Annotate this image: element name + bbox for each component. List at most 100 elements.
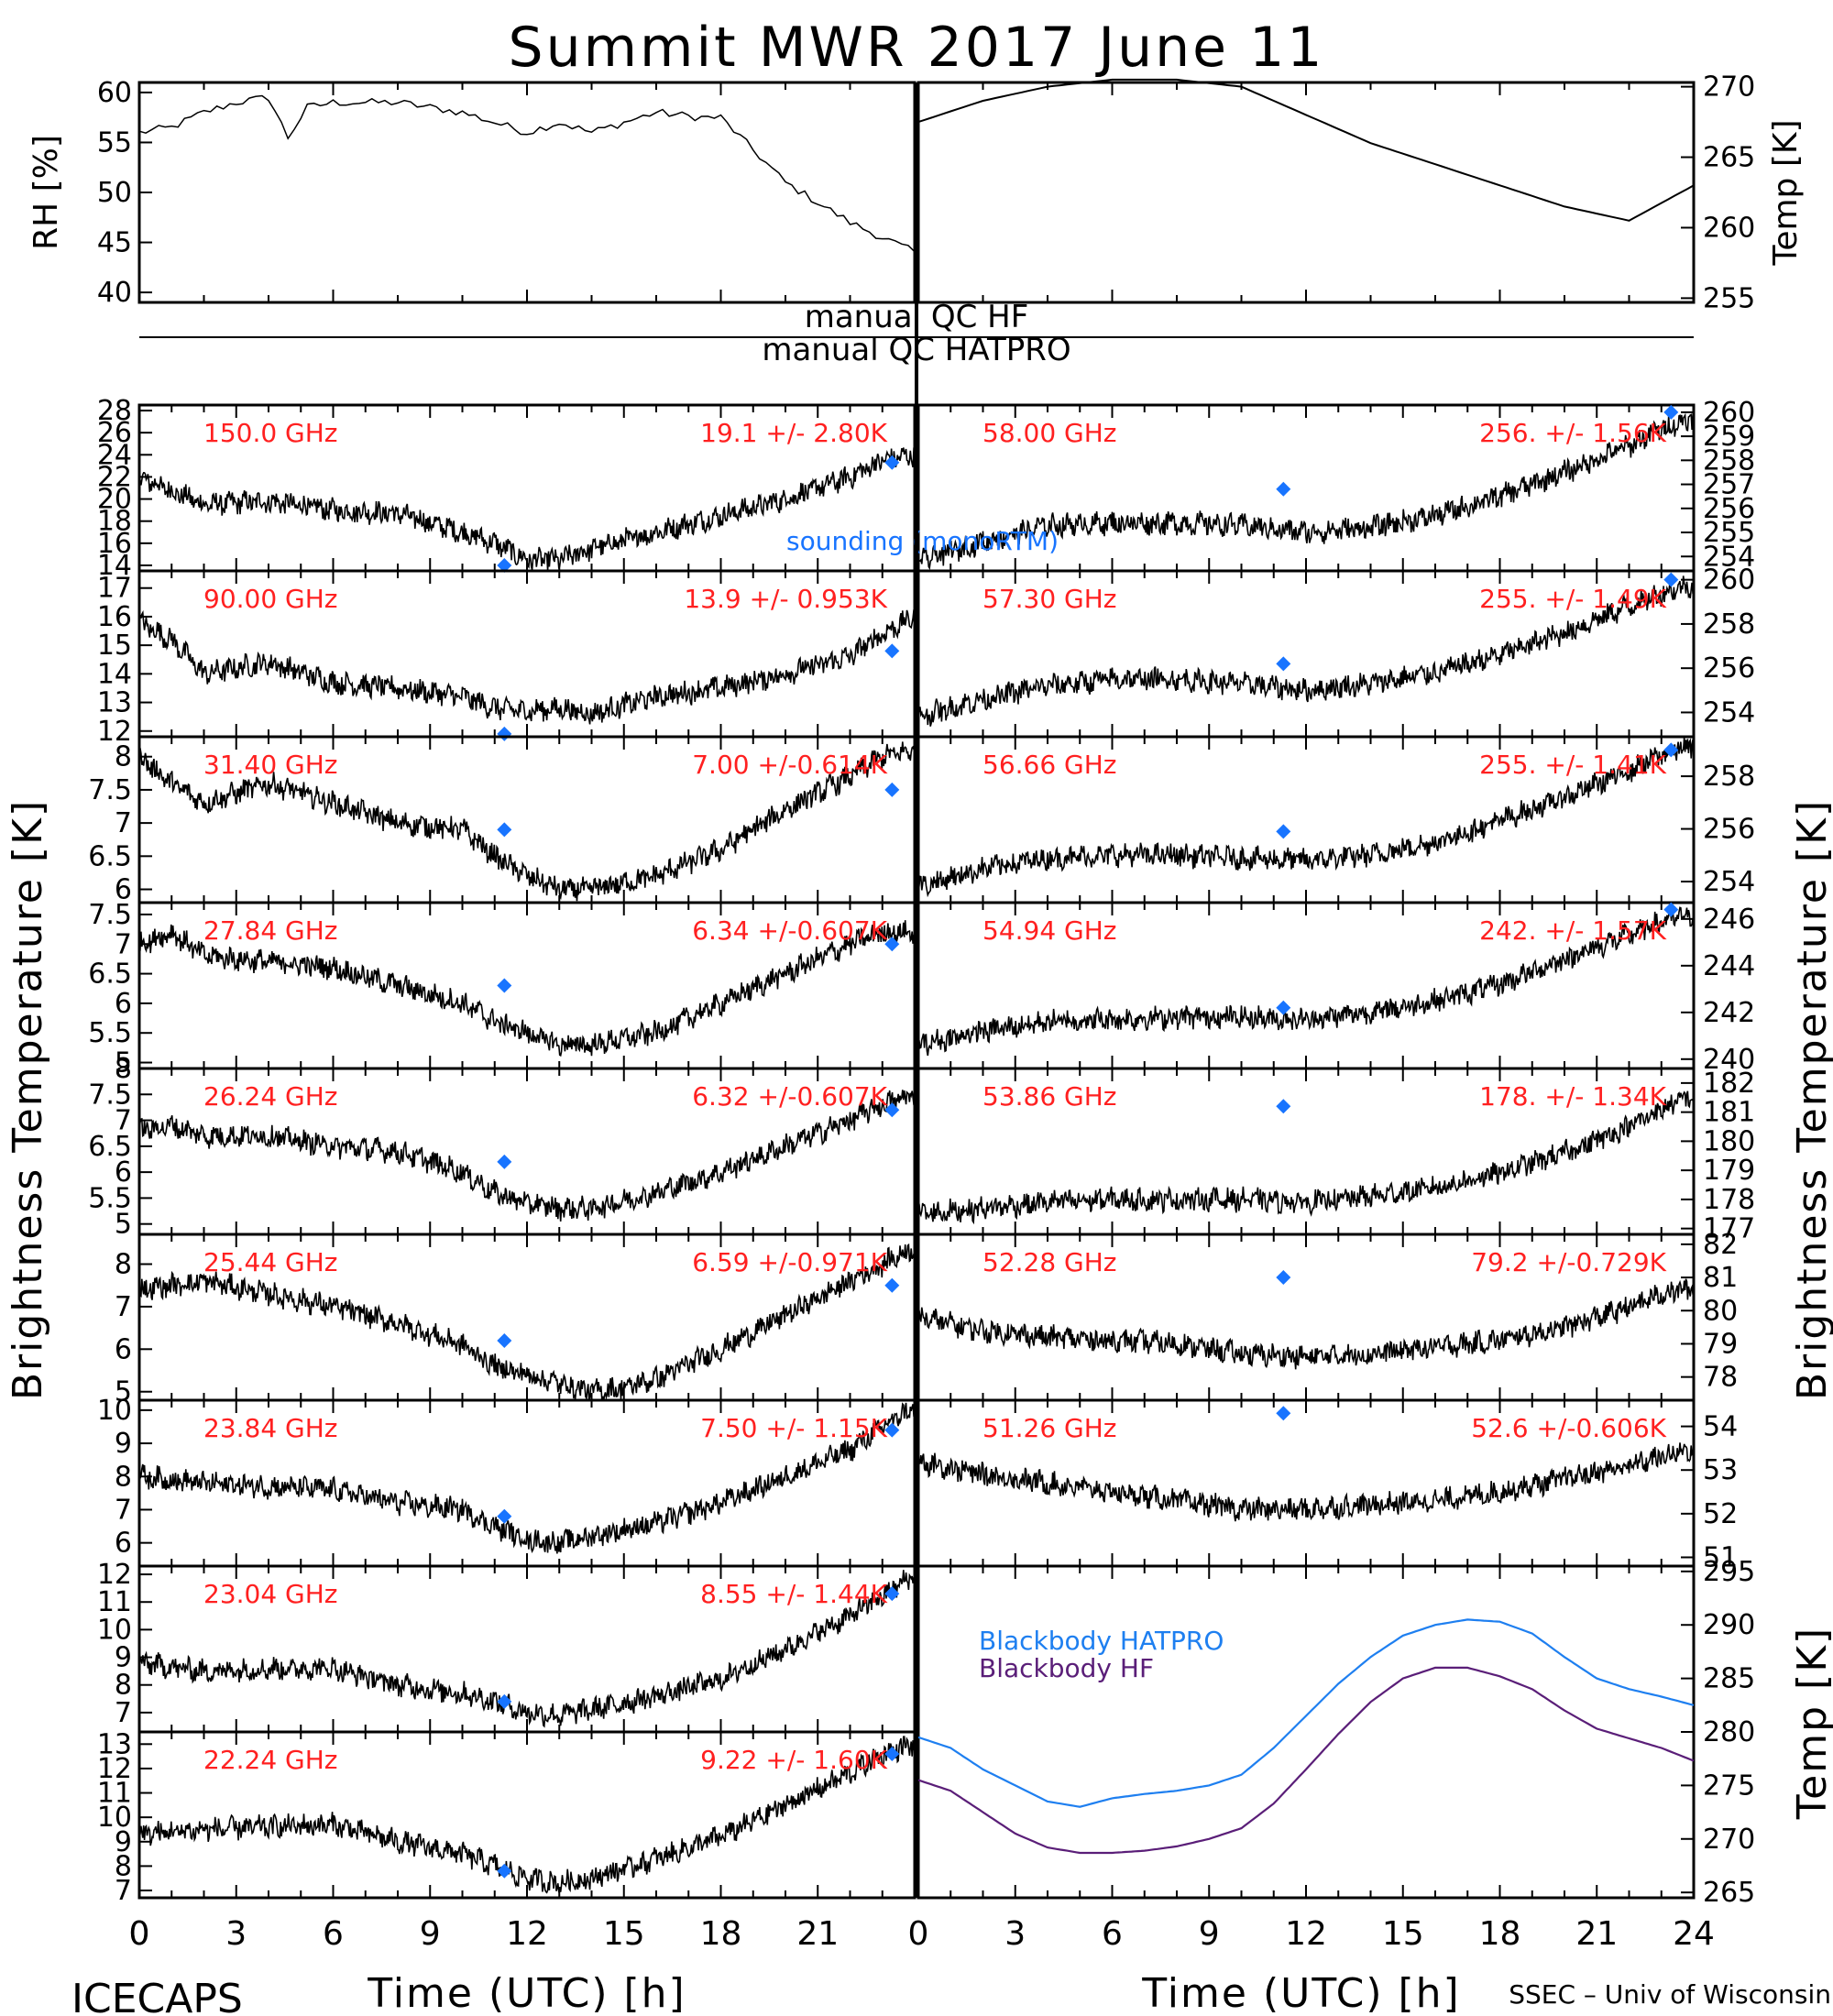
x-axis-label-left: Time (UTC) [h]: [367, 1970, 686, 2016]
legend-hf: Blackbody HF: [979, 1653, 1154, 1683]
y-tick-label: 254: [1703, 696, 1755, 729]
y-tick-label: 256: [1703, 814, 1755, 846]
sounding-point: [884, 1746, 900, 1761]
y-tick-label: 16: [97, 528, 132, 560]
y-tick-label: 40: [97, 277, 132, 309]
panel-left-4: 55.566.577.5 27.84 GHz 6.34 +/-0.607K: [88, 899, 916, 1079]
y-tick-label: 7.5: [88, 774, 132, 806]
sounding-point: [1276, 824, 1291, 839]
data-trace: [138, 741, 916, 902]
y-tick-label: 6: [115, 874, 132, 906]
data-trace: [138, 1570, 916, 1728]
stats-label: 8.55 +/- 1.44K: [700, 1579, 887, 1609]
y-tick-label: 12: [97, 1559, 132, 1591]
x-tick-label: 15: [603, 1915, 645, 1953]
y-tick-label: 256: [1703, 652, 1755, 685]
data-trace: [138, 1090, 916, 1222]
y-tick-label: 270: [1703, 1824, 1755, 1856]
y-tick-label: 256: [1703, 493, 1755, 525]
x-tick-label: 0: [908, 1915, 929, 1953]
y-tick-label: 7.5: [88, 1079, 132, 1111]
frequency-label: 26.24 GHz: [203, 1081, 338, 1112]
y-tick-label: 11: [97, 1586, 132, 1618]
y-tick-label: 12: [97, 716, 132, 748]
temp-axis-label: Temp [K]: [1767, 119, 1805, 266]
y-tick-label: 11: [97, 1778, 132, 1810]
qc-label-hatpro: manual QC HATPRO: [762, 332, 1070, 368]
panel-frame: [916, 1564, 1696, 1900]
y-tick-label: 9: [115, 1428, 132, 1460]
y-tick-label: 181: [1703, 1097, 1755, 1129]
y-tick-label: 260: [1703, 212, 1755, 244]
sounding-point: [497, 822, 512, 838]
y-tick-label: 6.5: [88, 1131, 132, 1163]
y-tick-label: 79: [1703, 1328, 1738, 1360]
y-tick-label: 177: [1703, 1213, 1755, 1245]
sounding-point: [497, 1863, 512, 1879]
frequency-label: 22.24 GHz: [203, 1745, 338, 1775]
y-tick-label: 8: [115, 1053, 132, 1085]
y-tick-label: 6: [115, 988, 132, 1020]
x-tick-label: 12: [506, 1915, 548, 1953]
stats-label: 255. +/- 1.49K: [1479, 584, 1666, 614]
sounding-point: [884, 782, 900, 797]
y-tick-label: 5.5: [88, 1017, 132, 1049]
y-tick-label: 254: [1703, 541, 1755, 573]
data-trace: [917, 412, 1695, 571]
y-tick-label: 18: [97, 506, 132, 538]
frequency-label: 51.26 GHz: [982, 1413, 1117, 1443]
y-tick-label: 8: [115, 1461, 132, 1493]
y-tick-label: 265: [1703, 1877, 1755, 1909]
sounding-point: [1276, 481, 1291, 497]
data-trace: [138, 447, 916, 572]
y-tick-label: 80: [1703, 1295, 1738, 1327]
sounding-point: [884, 455, 900, 470]
y-tick-label: 14: [97, 658, 132, 690]
panel-left-5: 55.566.577.58 26.24 GHz 6.32 +/-0.607K: [88, 1053, 916, 1241]
y-tick-label: 28: [97, 395, 132, 427]
sounding-point: [1276, 656, 1291, 672]
y-tick-label: 24: [97, 439, 132, 471]
y-tick-label: 5: [115, 1209, 132, 1241]
y-tick-label: 178: [1703, 1184, 1755, 1216]
panel-right-7: 51 52 53 54 51.26 GHz 52.6 +/-0.606K: [916, 1398, 1738, 1573]
x-tick-label: 12: [1285, 1915, 1327, 1953]
y-tick-label: 280: [1703, 1716, 1755, 1748]
y-tick-label: 265: [1703, 142, 1755, 174]
sounding-point: [497, 557, 512, 573]
x-tick-label: 21: [796, 1915, 839, 1953]
stats-label: 7.00 +/-0.614K: [692, 750, 887, 780]
y-tick-label: 22: [97, 461, 132, 493]
panel-rh: 40 45 50 55 60 RH [%]: [27, 77, 916, 309]
y-tick-label: 53: [1703, 1454, 1738, 1486]
y-tick-label: 10: [97, 1802, 132, 1834]
y-tick-label: 7: [115, 1875, 132, 1907]
sounding-point: [497, 1333, 512, 1349]
series-line-blackbody-hatpro: [917, 1618, 1695, 1808]
sounding-point: [497, 1693, 512, 1709]
frequency-label: 53.86 GHz: [982, 1081, 1117, 1112]
sounding-point: [1663, 572, 1679, 587]
sounding-point: [1276, 1406, 1291, 1421]
y-tick-label: 260: [1703, 564, 1755, 597]
data-trace: [917, 1439, 1695, 1522]
y-tick-label: 55: [97, 126, 132, 159]
stats-label: 255. +/- 1.41K: [1479, 750, 1666, 780]
panel-left-3: 66.577.58 31.40 GHz 7.00 +/-0.614K: [88, 735, 916, 906]
sounding-point: [884, 643, 900, 659]
y-tick-label: 15: [97, 630, 132, 662]
y-tick-label: 81: [1703, 1262, 1738, 1294]
data-trace: [138, 1400, 916, 1554]
y-tick-label: 8: [115, 1670, 132, 1702]
y-tick-label: 13: [97, 1728, 132, 1760]
y-tick-label: 6.5: [88, 840, 132, 872]
sounding-point: [1276, 1099, 1291, 1114]
sounding-point: [884, 1586, 900, 1602]
y-tick-label: 82: [1703, 1229, 1738, 1261]
y-tick-label: 7: [115, 1697, 132, 1729]
